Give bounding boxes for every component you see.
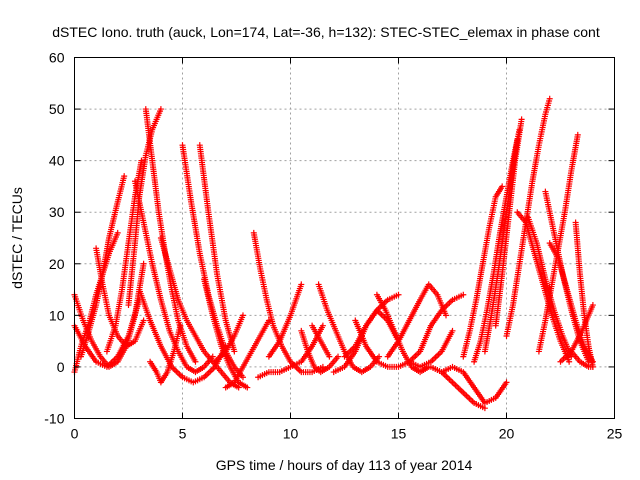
y-tick-label: 0 (57, 359, 65, 375)
data-series (438, 363, 510, 407)
data-point (460, 291, 467, 298)
x-axis-label: GPS time / hours of day 113 of year 2014 (216, 457, 473, 473)
data-series (568, 348, 596, 370)
data-series (131, 178, 216, 376)
data-series (546, 240, 596, 365)
x-tick-label: 25 (607, 426, 623, 442)
data-point (265, 317, 272, 324)
y-tick-label: 50 (49, 101, 65, 117)
data-point (231, 348, 238, 355)
y-tick-label: 60 (49, 50, 65, 66)
data-point (589, 363, 596, 370)
y-tick-label: 40 (49, 153, 65, 169)
data-point (157, 106, 164, 113)
data-series (352, 317, 434, 370)
data-point (395, 291, 402, 298)
data-point (449, 327, 456, 334)
data-series (309, 322, 333, 360)
data-point (589, 302, 596, 309)
data-series (330, 291, 402, 376)
data-series (535, 131, 581, 355)
data-series (222, 317, 272, 391)
data-point (114, 229, 121, 236)
data-series (136, 286, 229, 386)
data-series (211, 312, 246, 365)
data-series (201, 276, 251, 391)
y-axis-label: dSTEC / TECUs (9, 187, 25, 289)
data-series (503, 95, 553, 339)
data-series (250, 229, 326, 376)
data-series (71, 296, 143, 370)
data-series (384, 281, 450, 360)
y-tick-label: -10 (44, 411, 64, 427)
data-series (492, 116, 525, 329)
data-series (315, 281, 383, 376)
data-point (244, 384, 251, 391)
data-layer (71, 95, 596, 412)
data-point (319, 322, 326, 329)
ticks: 0 5 10 15 20 25 -10 0 10 20 30 40 50 60 (44, 50, 622, 442)
data-point (376, 353, 383, 360)
data-point (574, 131, 581, 138)
data-point (566, 358, 573, 365)
data-point (518, 116, 525, 123)
data-series (157, 235, 242, 391)
data-point (443, 312, 450, 319)
y-tick-label: 10 (49, 307, 65, 323)
data-point (503, 379, 510, 386)
x-tick-label: 15 (391, 426, 407, 442)
data-point (499, 183, 506, 190)
x-tick-label: 0 (71, 426, 79, 442)
data-point (481, 405, 488, 412)
data-series (93, 245, 147, 350)
data-point (121, 173, 128, 180)
data-series (298, 327, 342, 376)
x-tick-label: 5 (179, 426, 187, 442)
data-point (239, 312, 246, 319)
y-tick-label: 20 (49, 256, 65, 272)
data-point (298, 281, 305, 288)
data-point (192, 358, 199, 365)
x-tick-label: 20 (499, 426, 515, 442)
data-point (546, 95, 553, 102)
data-point (326, 353, 333, 360)
data-point (335, 353, 342, 360)
data-series (557, 302, 596, 365)
data-point (140, 260, 147, 267)
data-point (239, 374, 246, 381)
data-series (406, 327, 456, 370)
data-series (265, 281, 305, 360)
data-point (177, 322, 184, 329)
data-series (196, 142, 238, 355)
data-series (542, 188, 592, 365)
data-series (255, 322, 326, 381)
data-series (427, 291, 467, 329)
data-series (427, 363, 488, 412)
data-series (460, 183, 506, 360)
x-tick-label: 10 (283, 426, 299, 442)
data-point (138, 157, 145, 164)
data-point (235, 384, 242, 391)
data-point (140, 317, 147, 324)
plot-frame (74, 57, 615, 419)
chart-title: dSTEC Iono. truth (auck, Lon=174, Lat=-3… (52, 24, 600, 40)
data-series (147, 322, 184, 386)
y-tick-label: 30 (49, 204, 65, 220)
